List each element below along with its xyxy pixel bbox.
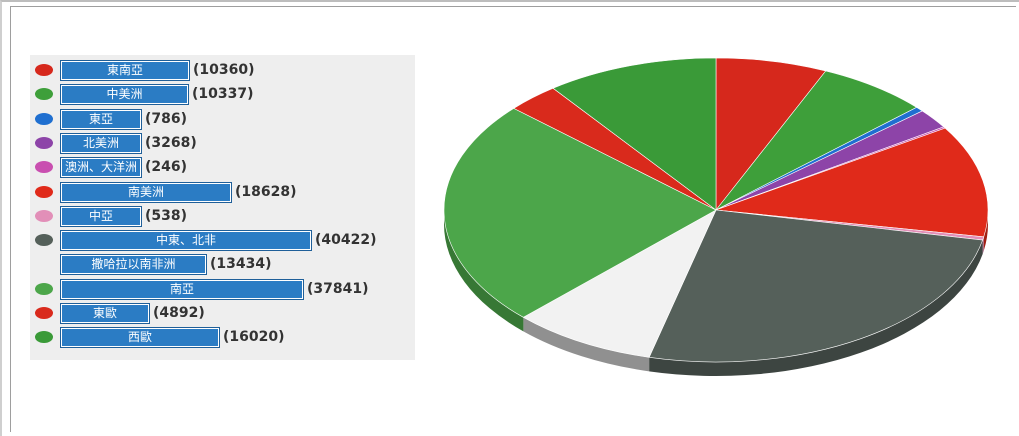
legend-bar: 中亞 bbox=[61, 206, 141, 226]
pie-slice-side bbox=[649, 240, 983, 376]
legend-value: (13434) bbox=[210, 256, 272, 273]
legend-item: 東南亞 (10360) bbox=[30, 59, 415, 81]
legend-value: (538) bbox=[145, 207, 188, 224]
legend-swatch bbox=[35, 64, 53, 76]
legend-swatch bbox=[35, 307, 53, 319]
legend-swatch bbox=[35, 88, 53, 101]
pie-slice-side bbox=[982, 236, 984, 255]
legend-value: (786) bbox=[145, 110, 188, 127]
legend-value: (10337) bbox=[192, 86, 254, 103]
legend-item: 東歐 (4892) bbox=[30, 302, 415, 324]
pie-slice bbox=[552, 57, 717, 211]
legend-swatch bbox=[35, 282, 53, 295]
pie-slice bbox=[715, 127, 989, 238]
legend-item: 東亞 (786) bbox=[30, 108, 415, 130]
legend-swatch bbox=[35, 161, 53, 174]
pie-side-walls bbox=[444, 210, 988, 376]
legend-item: 中亞 (538) bbox=[30, 205, 415, 227]
legend-value: (16020) bbox=[223, 329, 285, 346]
legend-item: 中東、北非 (40422) bbox=[30, 229, 415, 251]
legend-bar: 澳洲、大洋洲 bbox=[61, 158, 141, 178]
legend-value: (246) bbox=[145, 159, 188, 176]
legend-item: 西歐 (16020) bbox=[30, 326, 415, 348]
legend-bar: 東亞 bbox=[61, 109, 141, 129]
legend-bar: 北美洲 bbox=[61, 133, 141, 153]
legend-bar: 西歐 bbox=[61, 328, 219, 348]
pie-slice bbox=[715, 57, 827, 211]
pie-slice-side bbox=[523, 317, 650, 372]
pie-slice bbox=[715, 70, 918, 211]
pie-slice bbox=[443, 107, 717, 318]
legend-item: 北美洲 (3268) bbox=[30, 132, 415, 154]
legend-swatch bbox=[35, 331, 53, 344]
legend-swatch bbox=[35, 136, 53, 149]
legend-item: 中美洲 (10337) bbox=[30, 83, 415, 105]
pie-top bbox=[443, 57, 989, 363]
legend-bar: 中東、北非 bbox=[61, 231, 311, 251]
legend-bar: 撒哈拉以南非洲 bbox=[61, 255, 206, 275]
legend-item: 南亞 (37841) bbox=[30, 278, 415, 300]
legend-value: (37841) bbox=[307, 280, 369, 297]
legend-item: 澳洲、大洋洲 (246) bbox=[30, 156, 415, 178]
legend-swatch bbox=[35, 234, 53, 247]
legend-value: (10360) bbox=[193, 62, 255, 78]
legend: 東南亞 (10360) 中美洲 (10337) 東亞 (786) 北美洲 (3268) 澳洲、大… bbox=[30, 55, 415, 360]
pie-slice bbox=[522, 209, 717, 358]
legend-bar: 中美洲 bbox=[61, 85, 188, 105]
legend-value: (3268) bbox=[145, 134, 197, 151]
legend-value: (40422) bbox=[315, 232, 377, 249]
pie-slice-side bbox=[983, 210, 988, 251]
legend-item: 南美洲 (18628) bbox=[30, 181, 415, 203]
legend-bar: 南美洲 bbox=[61, 182, 231, 202]
legend-bar: 南亞 bbox=[61, 279, 303, 299]
pie-slice-side bbox=[444, 210, 524, 332]
legend-value: (4892) bbox=[153, 305, 205, 321]
pie-slice bbox=[648, 209, 984, 363]
legend-value: (18628) bbox=[235, 183, 297, 200]
legend-swatch bbox=[35, 209, 53, 222]
legend-bar: 東南亞 bbox=[61, 61, 189, 80]
legend-bar: 東歐 bbox=[61, 304, 149, 323]
legend-swatch bbox=[35, 112, 53, 125]
legend-swatch bbox=[35, 185, 53, 198]
legend-item: 撒哈拉以南非洲 (13434) bbox=[30, 253, 415, 275]
